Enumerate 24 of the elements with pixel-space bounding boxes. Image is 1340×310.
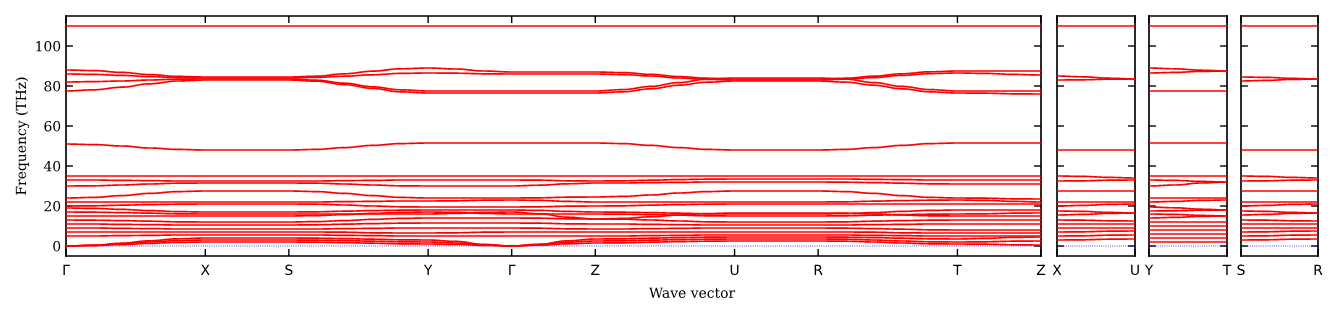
x-tick-label: Γ xyxy=(509,264,516,275)
x-tick-label: Y xyxy=(1144,264,1154,275)
y-tick-label: 100 xyxy=(36,40,61,52)
y-tick-label: 60 xyxy=(44,120,61,132)
x-tick-label: Y xyxy=(423,264,433,275)
y-tick-label: 80 xyxy=(44,80,61,92)
y-tick-label: 40 xyxy=(43,160,61,172)
x-tick-label: X xyxy=(1052,264,1062,275)
x-tick-label: Γ xyxy=(63,264,70,275)
x-tick-label: Z xyxy=(591,264,600,275)
x-tick-label: X xyxy=(200,264,210,275)
y-tick-label: 20 xyxy=(44,200,61,212)
x-tick-label: S xyxy=(285,264,293,276)
x-tick-label: U xyxy=(1131,264,1139,276)
x-tick-label: Z xyxy=(1036,264,1046,275)
y-axis-title: Frequency (THz) xyxy=(15,77,30,195)
x-tick-label: T xyxy=(1222,264,1232,275)
x-tick-label: R xyxy=(814,264,823,275)
x-tick-label: U xyxy=(730,264,739,276)
x-tick-label: R xyxy=(1314,264,1323,275)
y-tick-label: 0 xyxy=(53,240,61,252)
x-axis-title: Wave vector xyxy=(648,287,736,298)
x-tick-label: T xyxy=(953,264,962,275)
x-tick-label: S xyxy=(1237,264,1245,276)
